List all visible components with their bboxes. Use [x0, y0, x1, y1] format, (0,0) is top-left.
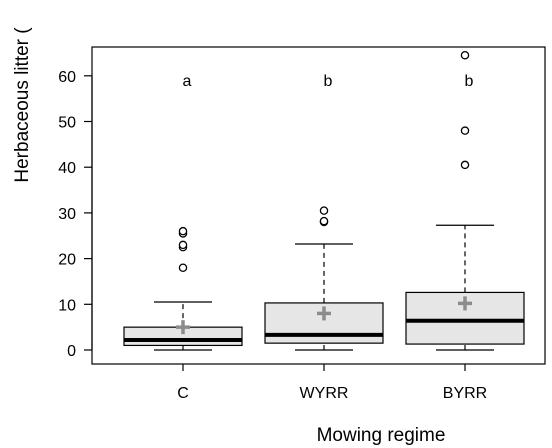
outlier-point — [460, 50, 470, 60]
y-tick-label: 10 — [58, 297, 76, 314]
outlier-point — [460, 160, 470, 170]
y-tick-label: 40 — [58, 160, 76, 177]
box-c: a — [123, 73, 243, 351]
box-wyrr: b — [264, 73, 384, 351]
significance-letter: b — [465, 73, 474, 90]
significance-letter: a — [183, 73, 192, 90]
y-tick-label: 60 — [58, 69, 76, 86]
y-axis-title: Herbaceous litter ( — [12, 27, 33, 183]
x-axis-title: Mowing regime — [317, 425, 446, 446]
significance-letter: b — [324, 73, 333, 90]
x-tick-label: C — [177, 385, 189, 402]
y-tick-label: 0 — [67, 343, 76, 360]
y-tick-label: 50 — [58, 115, 76, 132]
x-tick-label: BYRR — [443, 385, 487, 402]
y-tick-label: 30 — [58, 206, 76, 223]
outlier-point — [319, 206, 329, 215]
x-axis: C WYRR BYRR — [177, 364, 487, 402]
y-tick-label: 20 — [58, 252, 76, 269]
outlier-point — [178, 226, 188, 236]
outlier-point — [460, 126, 470, 135]
y-axis: 0 10 20 30 40 50 60 — [58, 69, 93, 360]
outlier-point — [319, 216, 329, 226]
x-tick-label: WYRR — [300, 385, 349, 402]
outlier-point — [178, 263, 188, 272]
box-byrr: b — [405, 50, 525, 351]
outlier-point — [178, 240, 188, 250]
